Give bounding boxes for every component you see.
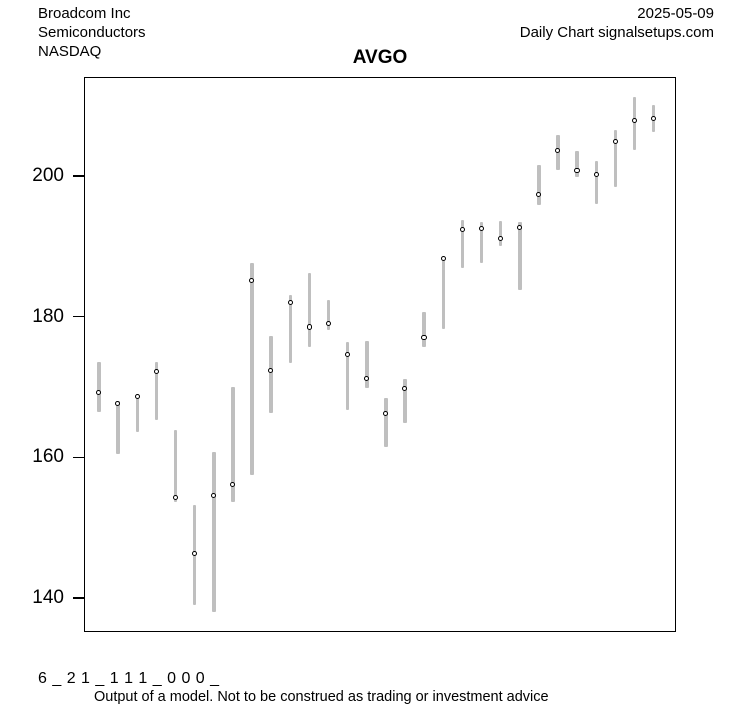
close-marker-circle [478,225,484,232]
close-marker-circle [650,115,657,121]
close-marker-circle [191,550,197,557]
price-range-bar [345,341,350,411]
y-axis-label: 140 [32,586,64,608]
y-axis-tick [73,456,84,459]
price-range-bar [460,220,465,269]
close-marker-circle [612,138,618,144]
price-range-bar [116,401,120,454]
close-marker-circle [230,482,236,488]
close-marker-circle [134,394,140,400]
price-range-bar [384,398,388,447]
close-marker-circle [459,226,465,232]
price-range-bar [173,429,178,502]
price-range-bar [632,96,637,150]
close-marker-circle [153,368,159,374]
y-axis-label: 200 [32,165,64,186]
chart-date: 2025-05-09 [637,5,714,22]
price-range-bar [135,394,139,432]
price-range-bar [441,256,446,329]
price-range-bar [422,312,426,347]
y-axis-tick [73,315,84,318]
close-marker-circle [383,410,389,417]
disclaimer-text: Output of a model. Not to be construed a… [94,689,549,705]
close-marker-circle [268,368,274,374]
y-axis-label: 180 [32,305,64,327]
close-marker-circle [344,351,350,357]
price-range-bar [154,361,159,421]
close-marker-circle [364,375,370,381]
y-axis: 140 160 180 200 [0,0,84,708]
price-range-bar [403,379,407,423]
exchange-label: NASDAQ [38,43,102,60]
price-range-bar [307,273,312,347]
plot-area [84,77,676,632]
y-axis-tick [73,597,84,599]
model-code: 6 _ 2 1 _ 1 1 1 _ 0 0 0 _ [38,670,220,687]
company-name: Broadcom Inc [38,5,131,22]
close-marker-circle [249,278,255,284]
close-marker-circle [306,324,312,330]
close-marker-circle [115,401,121,407]
close-marker-circle [593,171,599,177]
close-marker-circle [631,118,637,124]
close-marker-circle [211,493,217,499]
close-marker-circle [421,335,427,341]
price-range-bar [575,151,579,178]
price-range-bar [326,299,331,331]
close-marker-circle [402,386,408,392]
price-range-bar [212,451,216,613]
price-range-bar [518,221,522,290]
chart-info: Daily Chart signalsetups.com [519,24,714,41]
price-range-bar [613,129,618,187]
close-marker-circle [287,299,293,305]
close-marker-circle [555,147,561,154]
price-range-bar [594,161,599,205]
close-marker-circle [172,495,178,501]
sector-label: Semiconductors [38,24,146,41]
price-range-bar [498,221,503,247]
price-range-bar [269,336,273,413]
price-range-bar [288,294,293,364]
close-marker-circle [517,225,523,231]
close-marker-circle [96,389,102,395]
price-range-bar [479,221,484,264]
close-marker-circle [497,235,504,241]
y-axis-tick [73,175,84,177]
ticker-title: AVGO [352,47,408,68]
close-marker-circle [574,167,580,173]
close-marker-circle [325,320,331,327]
price-range-bar [231,386,235,502]
close-marker-circle [536,191,542,197]
y-axis-label: 160 [32,446,64,468]
price-range-bar [250,263,254,475]
price-range-bar [365,340,369,389]
price-range-bar [97,362,101,412]
close-marker-circle [440,256,446,262]
price-range-bar [537,164,541,205]
